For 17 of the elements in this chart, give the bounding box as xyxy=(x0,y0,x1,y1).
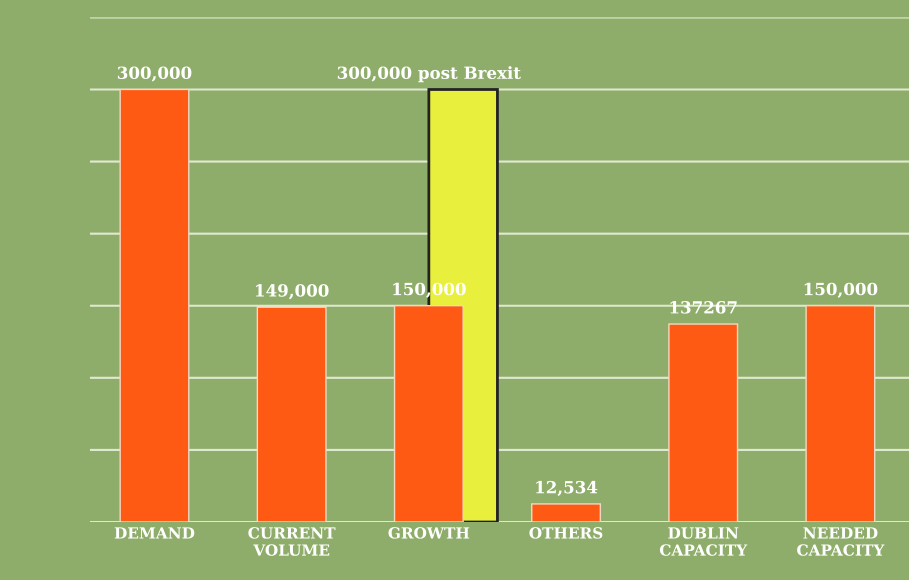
data-label: 12,534 xyxy=(536,480,598,496)
bar xyxy=(394,305,464,522)
data-label: 150,000 xyxy=(804,282,878,298)
bar xyxy=(256,306,327,522)
bar xyxy=(531,503,602,522)
x-tick-label: OTHERS xyxy=(529,527,602,539)
data-label: 300,000 post Brexit xyxy=(338,66,521,82)
bar xyxy=(119,88,190,522)
bar xyxy=(805,305,876,522)
data-label: 300,000 xyxy=(118,66,192,82)
x-tick-label: DEMAND xyxy=(114,527,194,538)
x-tick-label: CURRENT VOLUME xyxy=(248,527,336,556)
x-tick-label: DUBLIN CAPACITY xyxy=(660,527,748,556)
x-tick-label: NEEDED CAPACITY xyxy=(797,527,884,556)
bar xyxy=(668,323,738,522)
x-tick-label: GROWTH xyxy=(388,527,470,539)
data-label: 149,000 xyxy=(256,284,329,300)
